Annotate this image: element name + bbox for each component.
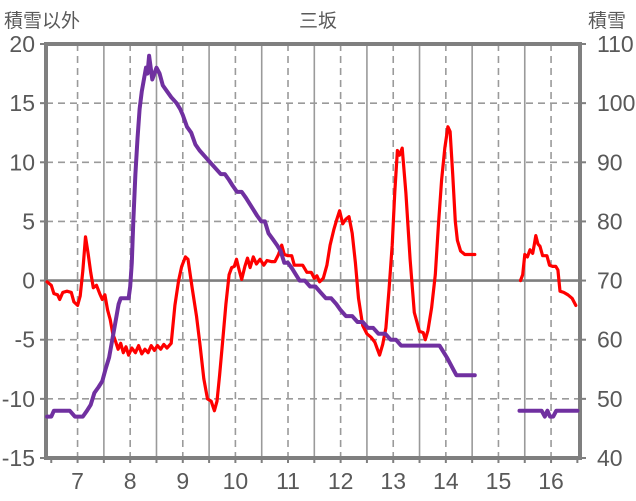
x-axis-tick-label: 9 — [176, 468, 189, 494]
x-axis-tick-label: 16 — [538, 468, 564, 494]
left-axis-tick-label: 20 — [9, 31, 35, 57]
left-axis-tick-label: 0 — [22, 268, 35, 294]
purple-series-line — [45, 53, 580, 419]
right-axis-tick-label: 100 — [597, 90, 635, 116]
left-axis-tick-label: 5 — [22, 208, 35, 234]
red-series-line — [45, 125, 578, 413]
x-axis-tick-label: 11 — [276, 468, 300, 494]
left-axis-tick-label: 10 — [9, 149, 35, 175]
x-axis-tick-label: 8 — [124, 468, 137, 494]
right-axis-title: 積雪 — [587, 11, 626, 32]
chart-title: 三坂 — [298, 11, 337, 32]
right-axis-tick-label: 70 — [597, 268, 623, 294]
x-axis-tick-label: 12 — [328, 468, 354, 494]
x-axis-tick-label: 14 — [433, 468, 459, 494]
right-axis-tick-label: 110 — [597, 31, 634, 57]
x-axis-tick-label: 15 — [486, 468, 512, 494]
axis-ticks — [40, 43, 586, 463]
left-axis-tick-label: -15 — [2, 445, 35, 471]
x-axis-tick-label: 10 — [223, 468, 249, 494]
right-axis-tick-label: 50 — [597, 386, 623, 412]
left-axis-tick-label: -5 — [15, 327, 35, 353]
left-axis-tick-label: 15 — [9, 90, 35, 116]
left-axis-title: 積雪以外 — [4, 11, 81, 32]
right-axis-tick-label: 90 — [597, 149, 623, 175]
gridlines — [46, 44, 580, 458]
x-axis-tick-label: 7 — [71, 468, 84, 494]
right-axis-tick-label: 40 — [597, 445, 623, 471]
x-axis-tick-label: 13 — [380, 468, 406, 494]
right-axis-tick-label: 80 — [597, 208, 623, 234]
right-axis-tick-label: 60 — [597, 327, 623, 353]
plot-border — [44, 42, 582, 460]
left-axis-tick-label: -10 — [2, 386, 35, 412]
